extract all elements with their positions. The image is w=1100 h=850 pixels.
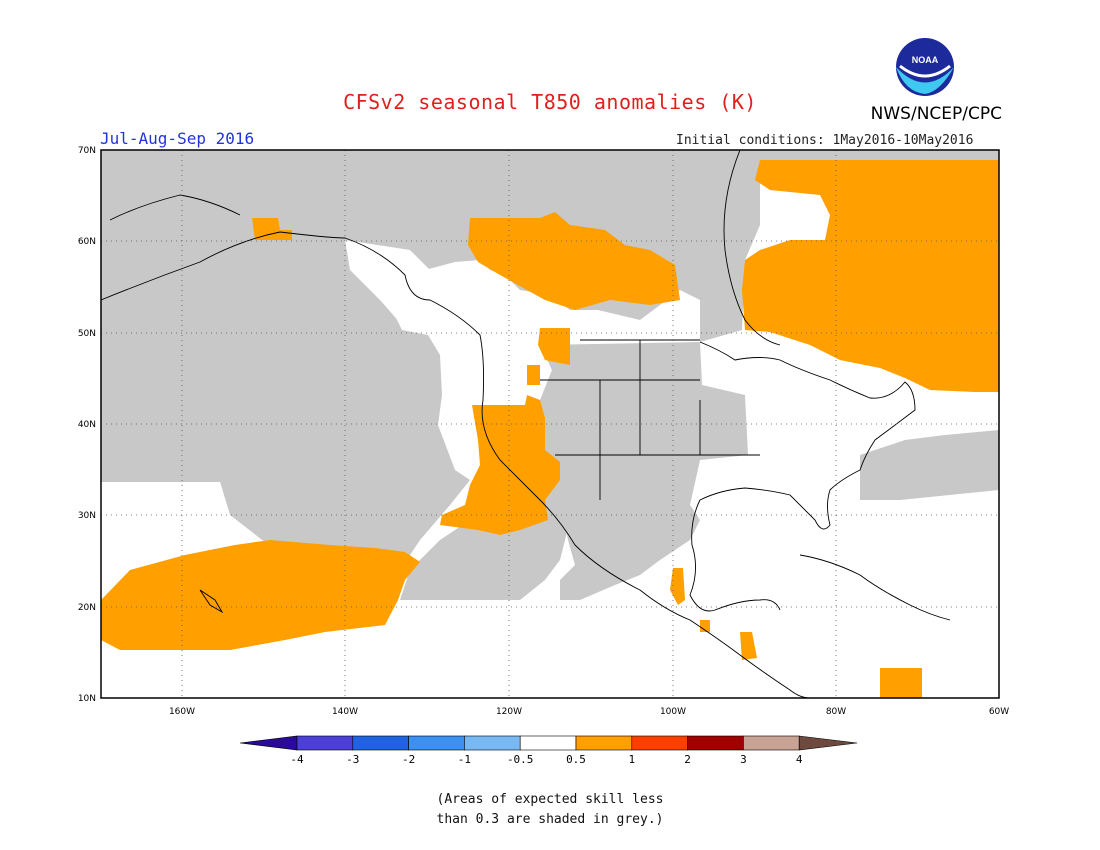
colorbar-tick-label: -2	[402, 753, 415, 766]
colorbar-tick-label: 3	[740, 753, 747, 766]
lon-label: 100W	[660, 707, 686, 717]
map-frame	[100, 149, 1000, 699]
lon-label: 160W	[169, 707, 195, 717]
lon-labels: 160W 140W 120W 100W 80W 60W	[169, 707, 1009, 717]
colorbar-tick-label: -0.5	[507, 753, 534, 766]
colorbar-bin	[464, 735, 521, 751]
coastlines	[101, 150, 951, 698]
colorbar-tick-label: 2	[684, 753, 691, 766]
colorbar-arrow-low	[239, 735, 298, 751]
season-label: Jul-Aug-Sep 2016	[100, 129, 255, 148]
colorbar-bin	[408, 735, 465, 751]
footnote-line: than 0.3 are shaded in grey.)	[436, 812, 664, 827]
colorbar-bin	[687, 735, 744, 751]
agency-label: NWS/NCEP/CPC	[870, 104, 1002, 124]
colorbar-tick-label: -1	[458, 753, 471, 766]
footnote: (Areas of expected skill less than 0.3 a…	[0, 790, 1100, 830]
colorbar-tick-label: 0.5	[566, 753, 586, 766]
colorbar-tick-label: -4	[290, 753, 304, 766]
lon-label: 140W	[332, 707, 358, 717]
chart-title: CFSv2 seasonal T850 anomalies (K)	[343, 90, 757, 114]
colorbar-tick-label: -3	[346, 753, 359, 766]
lon-label: 120W	[496, 707, 522, 717]
lat-label: 70N	[78, 146, 96, 156]
colorbar-bin	[519, 735, 577, 751]
noaa-logo: NOAA	[896, 38, 954, 96]
lat-label: 10N	[78, 694, 96, 704]
lat-label: 20N	[78, 603, 96, 613]
initial-conditions-label: Initial conditions: 1May2016-10May2016	[676, 133, 974, 148]
lat-labels: 70N 60N 50N 40N 30N 20N 10N	[78, 146, 96, 704]
colorbar-tick-label: 4	[796, 753, 803, 766]
lat-label: 30N	[78, 511, 96, 521]
lon-label: 60W	[989, 707, 1009, 717]
colorbar-bin	[743, 735, 800, 751]
colorbar-bin	[296, 735, 354, 751]
anomaly-orange	[101, 160, 999, 698]
colorbar-bin	[352, 735, 409, 751]
noaa-logo-text: NOAA	[912, 55, 939, 65]
footnote-line: (Areas of expected skill less	[436, 792, 664, 807]
lon-label: 80W	[826, 707, 846, 717]
colorbar-bin	[575, 735, 633, 751]
lat-label: 50N	[78, 329, 96, 339]
colorbar: -4 -3 -2 -1 -0.5 0.5 1 2 3 4	[239, 735, 858, 766]
lat-label: 60N	[78, 237, 96, 247]
colorbar-tick-label: 1	[628, 753, 635, 766]
colorbar-arrow-high	[798, 735, 858, 751]
colorbar-bin	[631, 735, 688, 751]
map-shading	[101, 150, 999, 698]
lat-label: 40N	[78, 420, 96, 430]
